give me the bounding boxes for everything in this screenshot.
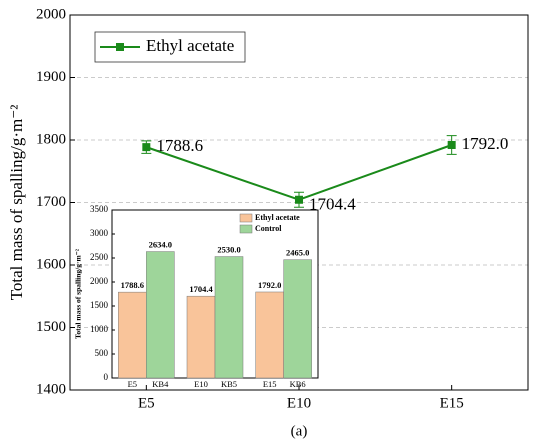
bar xyxy=(283,259,312,379)
y-tick-label: 1900 xyxy=(36,69,66,85)
legend-label: Ethyl acetate xyxy=(255,213,300,222)
caption: (a) xyxy=(291,423,308,439)
marker xyxy=(447,141,456,149)
value-label: 1792.0 xyxy=(462,134,509,153)
value-label: 1788.6 xyxy=(156,136,203,155)
y-tick-label: 2000 xyxy=(36,6,66,22)
value-label: 1704.4 xyxy=(309,195,356,214)
marker xyxy=(142,143,151,152)
y-tick-label: 2500 xyxy=(90,252,109,262)
y-axis-label: Total mass of spalling/g·m⁻² xyxy=(74,248,83,339)
value-label: 1792.0 xyxy=(258,280,281,290)
value-label: 1788.6 xyxy=(121,280,144,290)
bar xyxy=(255,291,284,379)
y-tick-label: 500 xyxy=(95,348,109,358)
legend-swatch xyxy=(239,224,253,234)
legend-label: Control xyxy=(255,224,282,233)
y-tick-label: 1000 xyxy=(90,324,109,334)
x-tick-label: E5 xyxy=(138,395,155,411)
y-tick-label: 3000 xyxy=(90,228,109,238)
bar xyxy=(186,295,216,379)
bar xyxy=(118,291,147,379)
x-tick-label: E10 xyxy=(194,379,208,389)
y-tick-label: 1400 xyxy=(36,381,66,397)
x-tick-label: KB6 xyxy=(290,379,306,389)
bar xyxy=(146,251,175,379)
y-tick-label: 3500 xyxy=(90,204,109,214)
legend-label: Ethyl acetate xyxy=(146,36,234,55)
x-tick-label: E15 xyxy=(263,379,277,389)
y-tick-label: 2000 xyxy=(90,276,109,286)
x-tick-label: E10 xyxy=(287,395,311,411)
x-tick-label: KB5 xyxy=(221,379,237,389)
y-axis-label: Total mass of spalling/g·m⁻² xyxy=(7,105,26,301)
legend-swatch xyxy=(239,213,253,223)
legend-marker xyxy=(116,43,124,51)
x-tick-label: E5 xyxy=(128,379,137,389)
y-tick-label: 1800 xyxy=(36,131,66,147)
y-tick-label: 0 xyxy=(104,372,109,382)
value-label: 2634.0 xyxy=(149,240,172,250)
value-label: 2465.0 xyxy=(286,248,309,258)
x-tick-label: KB4 xyxy=(152,379,169,389)
bar xyxy=(214,256,244,379)
marker xyxy=(295,195,303,204)
y-tick-label: 1500 xyxy=(36,319,66,335)
y-tick-label: 1700 xyxy=(36,194,66,210)
y-tick-label: 1600 xyxy=(36,256,66,272)
y-tick-label: 1500 xyxy=(90,300,109,310)
x-tick-label: E15 xyxy=(440,395,464,411)
value-label: 2530.0 xyxy=(217,245,240,255)
value-label: 1704.4 xyxy=(189,284,213,294)
